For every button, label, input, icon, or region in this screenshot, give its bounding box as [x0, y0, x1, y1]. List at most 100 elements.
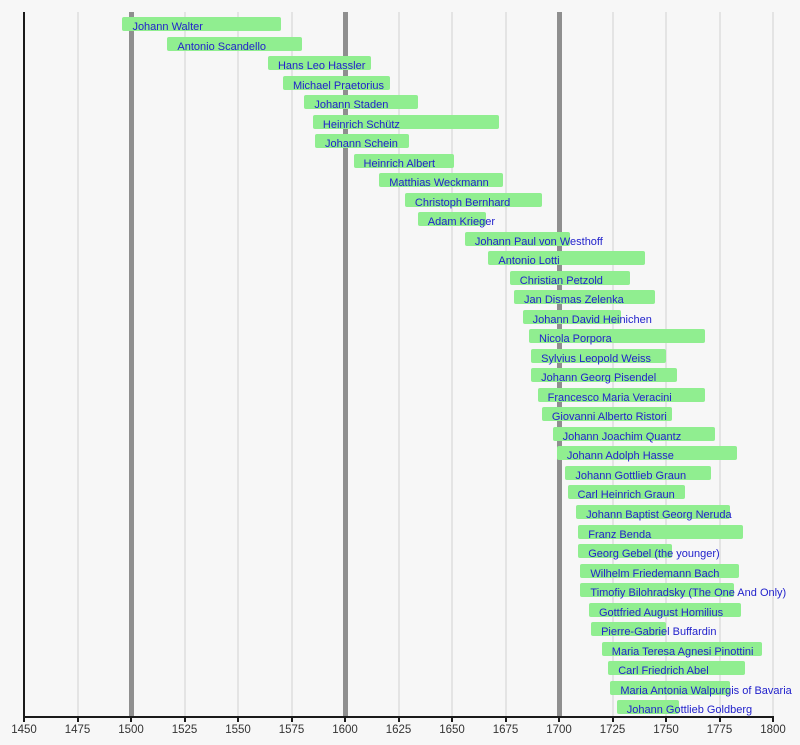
bar-label: Johann Gottlieb Goldberg — [626, 704, 753, 717]
gridline-minor — [611, 12, 614, 716]
bar-label: Johann Schein — [325, 138, 398, 151]
x-tick-mark — [665, 716, 667, 722]
gridline-minor — [237, 12, 239, 716]
x-tick-label: 1525 — [171, 724, 198, 736]
bar-label: Maria Antonia Walpurgis of Bavaria — [620, 684, 792, 697]
x-tick-label: 1675 — [492, 724, 519, 736]
x-tick-mark — [504, 716, 507, 722]
bar-label: Michael Praetorius — [292, 79, 385, 92]
bar-label: Christian Petzold — [519, 274, 603, 287]
gridline-minor — [772, 12, 774, 716]
x-tick-label: 1500 — [118, 724, 144, 736]
x-tick-mark — [130, 716, 132, 722]
bar-label: Heinrich Schütz — [322, 118, 400, 131]
x-tick-label: 1775 — [706, 724, 733, 736]
bar-label: Johann Walter — [132, 21, 203, 33]
bar-label: Hans Leo Hassler — [277, 60, 366, 73]
x-tick-label: 1700 — [546, 724, 572, 736]
bar-label: Johann Gottlieb Graun — [575, 469, 687, 482]
x-tick-mark — [558, 716, 560, 722]
gridline-major — [556, 12, 562, 716]
timeline-bar: Giovanni Alberto Ristori — [541, 407, 673, 424]
x-tick-label: 1750 — [653, 724, 679, 736]
timeline-bar: Christian Petzold — [509, 270, 630, 287]
bar-label: Antonio Scandello — [177, 40, 267, 53]
bar-label: Nicola Porpora — [539, 333, 612, 346]
timeline-bar: Johann Gottlieb Graun — [565, 465, 711, 482]
gridline-major — [342, 12, 348, 716]
timeline-bar: Johann David Heinichen — [522, 309, 652, 326]
x-tick-label: 1600 — [332, 724, 358, 736]
gridline-minor — [504, 12, 507, 716]
bar-label: Sylvius Leopold Weiss — [541, 352, 652, 365]
bar-label: Franz Benda — [588, 528, 652, 541]
gridline-minor — [665, 12, 667, 716]
timeline-bar: Franz Benda — [578, 524, 744, 541]
x-tick-label: 1475 — [64, 724, 91, 736]
bar-label: Carl Heinrich Graun — [577, 489, 675, 502]
bar-label: Johann Adolph Hasse — [566, 450, 674, 463]
timeline-bar: Adam Krieger — [417, 212, 495, 228]
bar-label: Carl Friedrich Abel — [618, 665, 709, 678]
bar-label: Johann Paul von Westhoff — [474, 235, 603, 248]
timeline-bar: Gottfried August Homilius — [588, 602, 741, 619]
bar-label: Antonio Lotti — [498, 255, 560, 268]
gridline-minor — [397, 12, 400, 716]
bar-label: Christoph Bernhard — [414, 196, 511, 209]
x-tick-mark — [237, 716, 239, 722]
timeline-bar: Michael Praetorius — [282, 75, 390, 92]
x-tick-mark — [290, 716, 293, 722]
x-tick-mark — [183, 716, 186, 722]
bar-label: Gottfried August Homilius — [598, 606, 724, 619]
x-tick-mark — [23, 716, 25, 722]
gridline-minor — [183, 12, 186, 716]
timeline-bar: Nicola Porpora — [529, 329, 705, 346]
x-tick-mark — [76, 716, 79, 722]
y-axis-line — [23, 12, 25, 717]
gridline-minor — [451, 12, 453, 716]
bar-label: Jan Dismas Zelenka — [524, 294, 624, 307]
timeline-bar: Antonio Scandello — [167, 36, 303, 53]
gridline-minor — [718, 12, 721, 716]
bar-label: Adam Krieger — [427, 216, 496, 229]
x-tick-label: 1725 — [599, 724, 626, 736]
gridline-minor — [76, 12, 79, 716]
timeline-bar: Hans Leo Hassler — [267, 56, 371, 73]
timeline-bar: Carl Friedrich Abel — [608, 661, 746, 678]
timeline-bar: Christoph Bernhard — [404, 192, 542, 209]
timeline-bar: Johann Paul von Westhoff — [464, 231, 603, 248]
timeline-bar: Johann Gottlieb Goldberg — [616, 700, 752, 716]
x-tick-mark — [718, 716, 721, 722]
bar-label: Matthias Weckmann — [389, 177, 489, 190]
x-tick-mark — [451, 716, 453, 722]
x-tick-label: 1800 — [760, 724, 786, 736]
x-tick-mark — [344, 716, 346, 722]
timeline-bar: Maria Antonia Walpurgis of Bavaria — [610, 680, 792, 697]
x-tick-mark — [772, 716, 774, 722]
timeline-bar: Johann Baptist Georg Neruda — [576, 505, 732, 521]
timeline-bar: Heinrich Albert — [353, 153, 455, 170]
timeline-bar: Pierre-Gabriel Buffardin — [591, 622, 716, 638]
x-tick-mark — [611, 716, 614, 722]
timeline-bar: Johann Schein — [315, 134, 410, 151]
timeline-bar: Wilhelm Friedemann Bach — [580, 563, 739, 580]
bar-label: Francesco Maria Veracini — [547, 391, 672, 404]
bar-label: Timofiy Bilohradsky (The One And Only) — [590, 587, 787, 600]
timeline-bar: Carl Heinrich Graun — [567, 485, 686, 502]
gridline-major — [128, 12, 134, 716]
x-tick-label: 1550 — [225, 724, 251, 736]
bar-label: Giovanni Alberto Ristori — [551, 411, 667, 424]
bar-label: Johann Staden — [314, 99, 389, 112]
timeline-bar: Johann Georg Pisendel — [531, 368, 677, 385]
bar-label: Johann Georg Pisendel — [541, 372, 657, 385]
timeline-bar: Timofiy Bilohradsky (The One And Only) — [580, 583, 786, 599]
timeline-bar: Johann Staden — [304, 95, 418, 112]
bar-label: Johann Joachim Quantz — [562, 430, 682, 443]
bar-label: Heinrich Albert — [363, 157, 436, 170]
timeline-bar: Matthias Weckmann — [379, 173, 504, 190]
x-tick-label: 1450 — [11, 724, 37, 736]
timeline-bar: Johann Joachim Quantz — [552, 426, 716, 443]
x-tick-mark — [397, 716, 400, 722]
gridline-minor — [290, 12, 293, 716]
